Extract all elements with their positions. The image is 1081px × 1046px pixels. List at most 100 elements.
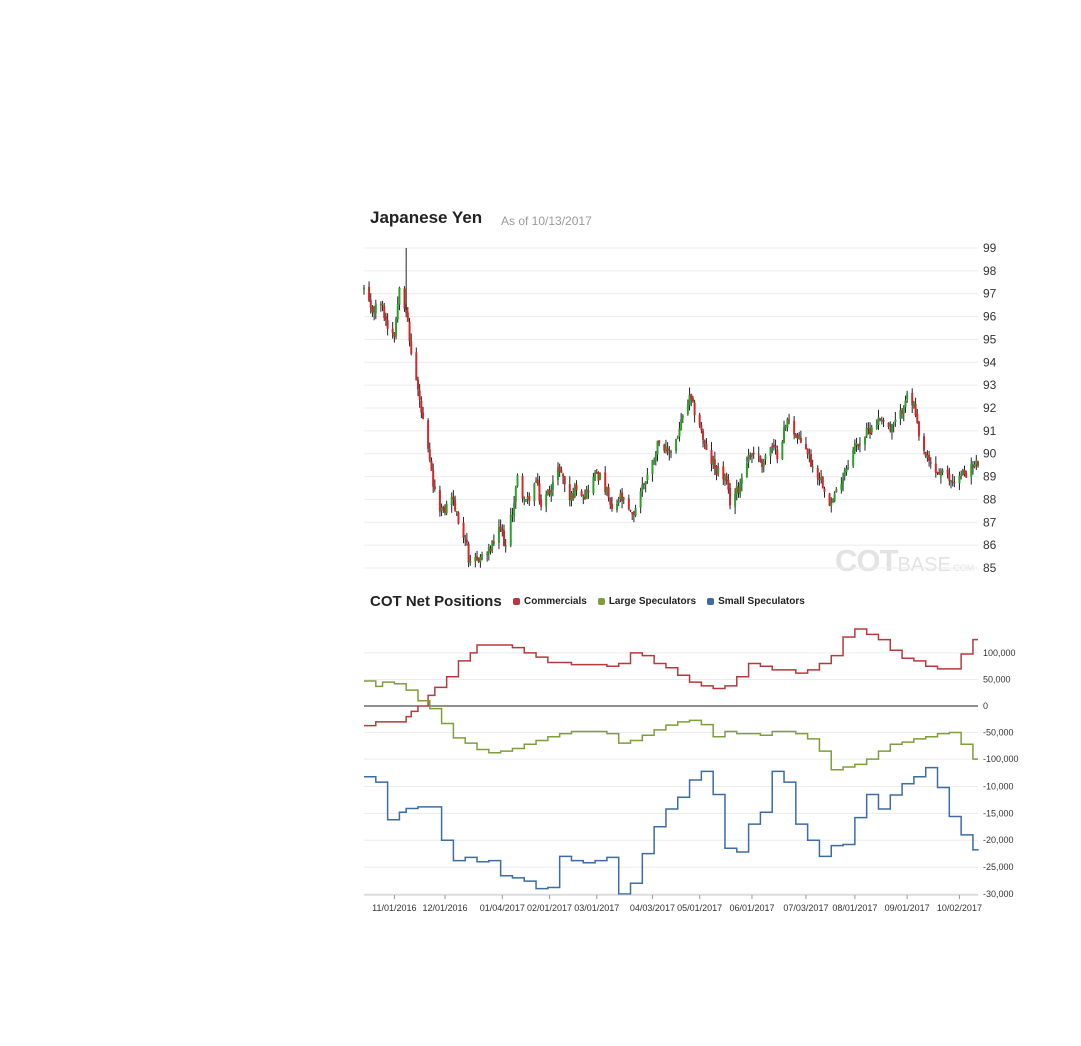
candle-body: [842, 477, 845, 485]
candle-body: [443, 507, 446, 513]
candle-body: [678, 428, 681, 437]
cot-lines: [364, 628, 978, 771]
candle-body: [504, 545, 507, 547]
candle-body: [455, 511, 458, 513]
candle-body: [442, 506, 445, 509]
candle-body: [595, 472, 598, 474]
candle-body: [939, 472, 942, 477]
candle-body: [467, 543, 470, 563]
candle-body: [845, 468, 848, 473]
legend-item-commercials[interactable]: Commercials: [513, 596, 587, 607]
candle-body: [550, 492, 553, 496]
x-tick-label: 05/01/2017: [677, 903, 722, 913]
candle-body: [698, 414, 701, 426]
candle-body: [808, 453, 811, 456]
candle-body: [533, 483, 536, 502]
candle-body: [627, 498, 630, 510]
watermark-part2: BASE: [897, 554, 951, 576]
candle-body: [951, 481, 954, 483]
legend-item-small-speculators[interactable]: Small Speculators: [707, 596, 805, 607]
candle-body: [379, 304, 382, 306]
candle-body: [675, 438, 678, 452]
candle-body: [904, 400, 907, 408]
candle-body: [762, 461, 765, 467]
cotbase-watermark-logo: COTBASE.COM: [835, 543, 974, 579]
candle-body: [616, 503, 619, 511]
price-tick-label: 95: [983, 332, 997, 346]
candle-body: [715, 466, 718, 475]
candle-body: [572, 494, 575, 498]
candle-body: [416, 379, 419, 390]
candle-body: [587, 490, 590, 493]
candle-body: [573, 485, 576, 498]
candle-body: [509, 514, 512, 546]
candle-body: [646, 474, 649, 481]
candle-body: [499, 526, 502, 530]
candle-body: [454, 499, 457, 511]
candle-body: [774, 445, 777, 448]
price-tick-label: 99: [983, 241, 997, 255]
candle-body: [594, 472, 597, 479]
candle-body: [799, 437, 802, 443]
candle-body: [950, 480, 953, 482]
legend-label-commercials: Commercials: [524, 596, 587, 607]
candle-body: [702, 430, 705, 440]
candle-body: [796, 434, 799, 439]
candle-body: [395, 318, 398, 337]
candle-body: [914, 403, 917, 416]
price-tick-label: 87: [983, 515, 997, 529]
candle-body: [465, 539, 468, 543]
x-axis: 11/01/2016 12/01/2016 01/04/2017 02/01/2017…: [364, 894, 982, 913]
candle-body: [410, 341, 413, 354]
candle-body: [489, 548, 492, 552]
candle-body: [406, 312, 409, 322]
candle-body: [723, 476, 726, 481]
candle-body: [619, 493, 622, 500]
candle-body: [946, 469, 949, 475]
small-tick-label: -25,000: [983, 862, 1014, 872]
candle-body: [757, 454, 760, 456]
candle-body: [740, 477, 743, 484]
candle-body: [960, 474, 963, 476]
candle-body: [729, 487, 732, 506]
candle-body: [948, 473, 951, 481]
candle-body: [368, 286, 371, 301]
candle-body: [776, 449, 779, 460]
candle-body: [798, 436, 801, 439]
candle-body: [816, 467, 819, 479]
small-tick-label: -10,000: [983, 781, 1014, 791]
candle-body: [749, 455, 752, 457]
candle-body: [923, 436, 926, 451]
candle-body: [415, 352, 418, 381]
x-tick-label: 11/01/2016: [372, 903, 416, 913]
candle-body: [592, 476, 595, 494]
candle-body: [562, 474, 565, 477]
candle-body: [924, 452, 927, 457]
x-tick-label: 09/01/2017: [885, 903, 930, 913]
candle-body: [916, 413, 919, 424]
x-tick-label: 02/01/2017: [527, 903, 572, 913]
candle-body: [621, 492, 624, 501]
candle-body: [398, 287, 401, 305]
candle-body: [501, 529, 504, 533]
candle-body: [705, 443, 708, 450]
candle-body: [653, 460, 656, 462]
candle-body: [875, 425, 878, 429]
cot-y-axis: 100,000 50,000 0 -50,000 -100,000: [983, 648, 1019, 764]
candle-body: [735, 485, 738, 495]
price-grid: [364, 247, 978, 569]
candle-body: [745, 463, 748, 478]
price-y-axis: 85 86 87 88 89 90 91 92 93 94 95 96 97 98 99: [983, 241, 997, 575]
small-lines: [364, 766, 979, 895]
candle-body: [788, 419, 791, 421]
candle-body: [690, 393, 693, 400]
candle-body: [712, 461, 715, 466]
candle-body: [418, 390, 421, 400]
candle-body: [391, 328, 394, 334]
candle-body: [786, 419, 789, 428]
legend-item-large-speculators[interactable]: Large Speculators: [597, 596, 696, 607]
candle-body: [634, 508, 637, 516]
candle-body: [631, 512, 634, 514]
candle-body: [722, 466, 725, 480]
candle-body: [961, 471, 964, 475]
